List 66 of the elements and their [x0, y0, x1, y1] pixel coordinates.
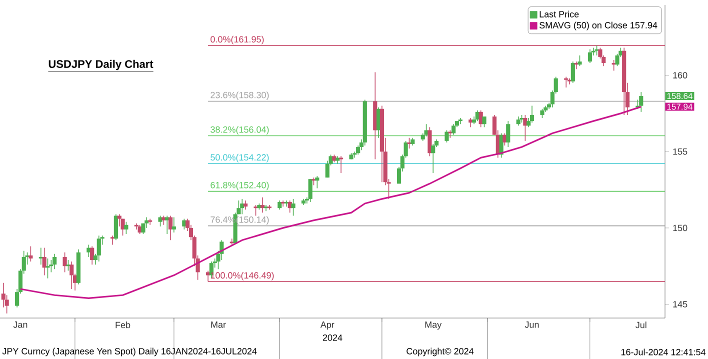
- candlestick: [42, 247, 46, 276]
- candlestick: [564, 76, 568, 88]
- candlestick: [168, 215, 173, 241]
- candlestick: [428, 126, 432, 157]
- candlestick: [530, 105, 534, 123]
- candlestick: [431, 144, 436, 174]
- candlestick: [134, 222, 138, 230]
- candlestick: [516, 116, 520, 126]
- y-tick-label: 145: [673, 301, 688, 308]
- candlestick: [144, 216, 149, 228]
- candlestick: [639, 92, 644, 112]
- text: 158.64: [667, 93, 692, 100]
- candlestick: [291, 198, 296, 216]
- candlestick: [52, 254, 57, 270]
- ref-line-label: 0.0%(161.95): [210, 36, 264, 44]
- x-tick-label: Feb: [116, 322, 130, 328]
- candlestick: [28, 246, 33, 262]
- candlestick: [308, 178, 312, 202]
- x-axis-title: 2024: [322, 334, 342, 341]
- candlestick: [117, 214, 122, 227]
- ref-line-label: 38.2%(156.04): [210, 126, 269, 135]
- candlestick: [172, 216, 176, 233]
- candlestick: [458, 118, 462, 125]
- x-tick-label: Mar: [211, 322, 226, 328]
- candlestick: [315, 176, 320, 189]
- x-tick-label: May: [425, 322, 442, 330]
- candlestick: [338, 156, 344, 174]
- candlestick: [452, 124, 456, 136]
- candlestick: [70, 261, 74, 290]
- x-tick-label: Jul: [636, 322, 646, 328]
- candlestick: [278, 200, 282, 210]
- candlestick: [206, 270, 210, 282]
- candlestick: [62, 252, 67, 273]
- text: USDJPY Daily Chart: [48, 60, 154, 70]
- candlestick: [244, 200, 248, 210]
- ref-line-label: 61.8%(152.40): [210, 182, 269, 190]
- candlestick: [158, 215, 162, 227]
- ref-line-label: 23.6%(158.30): [210, 92, 269, 100]
- candlestick: [96, 235, 101, 262]
- candlestick: [148, 218, 152, 226]
- legend-label: SMAVG (50) on Close 157.94: [539, 22, 658, 30]
- text: JPY Curncy (Japanese Yen Spot) Daily 16JAN2024-16JUL2024: [2, 348, 257, 356]
- candlestick: [444, 130, 449, 143]
- candlestick: [578, 55, 582, 66]
- candlestick: [120, 218, 125, 236]
- ref-line-label: 50.0%(154.22): [210, 154, 269, 162]
- candlestick: [46, 258, 50, 279]
- candlestick: [506, 120, 510, 148]
- x-tick-label: Apr: [320, 322, 334, 330]
- text: 16-Jul-2024 12:41:54: [621, 348, 706, 356]
- legend-label: Last Price: [540, 10, 579, 18]
- candlestick: [424, 124, 428, 137]
- text: Copyright© 2024: [406, 348, 474, 356]
- candlestick: [540, 108, 544, 118]
- candlestick: [90, 246, 94, 265]
- candlestick: [124, 221, 128, 234]
- y-tick-label: 160: [673, 72, 688, 78]
- x-tick-label: Jun: [524, 322, 539, 328]
- candlestick: [570, 61, 575, 84]
- candlestick: [588, 48, 592, 64]
- candlestick: [260, 197, 265, 214]
- x-tick-label: Jan: [13, 322, 28, 328]
- y-tick-label: 155: [673, 148, 688, 155]
- y-tick-label: 150: [673, 224, 688, 232]
- text: 157.94: [667, 104, 692, 110]
- candlestick: [114, 214, 118, 241]
